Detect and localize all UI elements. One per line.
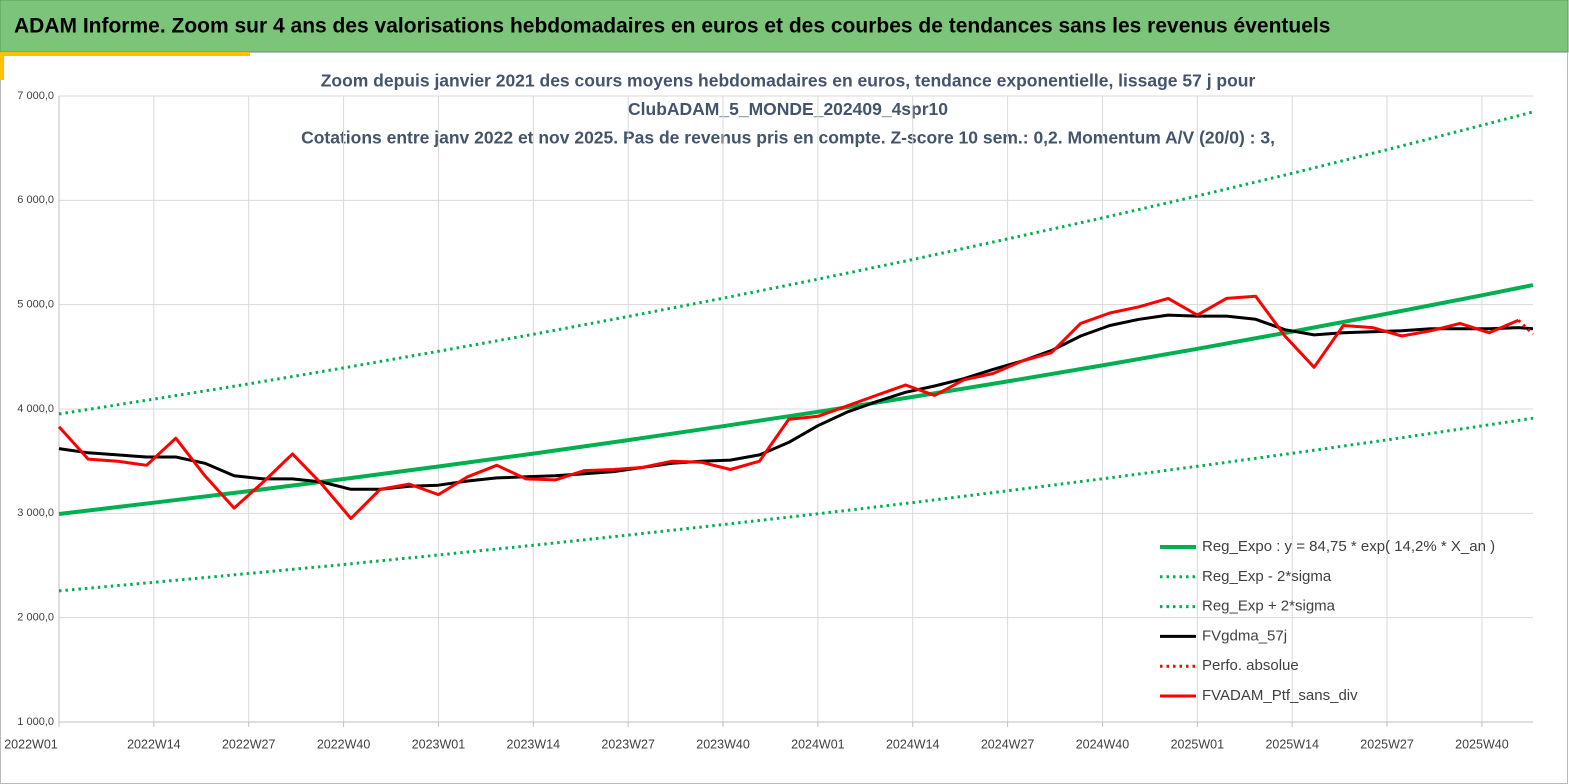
- y-tick-label: 7 000,0: [17, 90, 54, 102]
- x-tick-label: 2024W01: [791, 737, 845, 751]
- legend-label: FVgdma_57j: [1202, 627, 1287, 644]
- x-tick-label: 2022W14: [127, 737, 181, 751]
- header-title: ADAM Informe. Zoom sur 4 ans des valoris…: [14, 15, 1330, 38]
- chart-title: Zoom depuis janvier 2021 des cours moyen…: [301, 71, 1275, 148]
- legend-label: Reg_Expo : y = 84,75 * exp( 14,2% * X_an…: [1202, 538, 1495, 555]
- x-tick-label: 2024W14: [886, 737, 940, 751]
- legend-label: Perfo. absolue: [1202, 657, 1299, 674]
- x-tick-label: 2023W27: [601, 737, 655, 751]
- series-line: [58, 313, 1534, 491]
- y-tick-label: 6 000,0: [17, 194, 54, 206]
- legend-label: FVADAM_Ptf_sans_div: [1202, 687, 1358, 704]
- x-tick-label: 2023W40: [696, 737, 750, 751]
- y-tick-label: 5 000,0: [17, 299, 54, 311]
- accent: [0, 52, 250, 56]
- x-tick-label: 2025W01: [1171, 737, 1225, 751]
- series-line: [58, 283, 1534, 516]
- y-tick-label: 2 000,0: [17, 612, 54, 624]
- plot: 1 000,0 2 000,0 3 000,0 4 000,0 5 000,0 6 000…: [4, 90, 1535, 751]
- x-tick-label: 2022W01: [4, 737, 58, 751]
- series-line: [58, 110, 1534, 416]
- legend-label: Reg_Exp - 2*sigma: [1202, 568, 1332, 585]
- series-line: [58, 416, 1534, 593]
- x-tick-label: 2025W14: [1265, 737, 1319, 751]
- series-line: [57, 294, 1519, 520]
- x-tick-label: 2025W27: [1360, 737, 1414, 751]
- chart-title-line: Cotations entre janv 2022 et nov 2025. P…: [301, 128, 1275, 148]
- chart-title-line: ClubADAM_5_MONDE_202409_4spr10: [628, 99, 948, 119]
- x-tick-label: 2022W27: [222, 737, 276, 751]
- x-tick-label: 2023W01: [412, 737, 466, 751]
- x-tick-label: 2024W40: [1076, 737, 1130, 751]
- y-tick-label: 1 000,0: [17, 716, 54, 728]
- y-tick-label: 4 000,0: [17, 403, 54, 415]
- chart-title-line: Zoom depuis janvier 2021 des cours moyen…: [321, 71, 1256, 91]
- accent: [0, 52, 4, 80]
- y-tick-label: 3 000,0: [17, 507, 54, 519]
- x-tick-label: 2022W40: [317, 737, 371, 751]
- x-tick-label: 2024W27: [981, 737, 1035, 751]
- x-tick-label: 2025W40: [1455, 737, 1509, 751]
- x-tick-label: 2023W14: [507, 737, 561, 751]
- header-bar: [0, 0, 1569, 53]
- legend-label: Reg_Exp + 2*sigma: [1202, 598, 1336, 615]
